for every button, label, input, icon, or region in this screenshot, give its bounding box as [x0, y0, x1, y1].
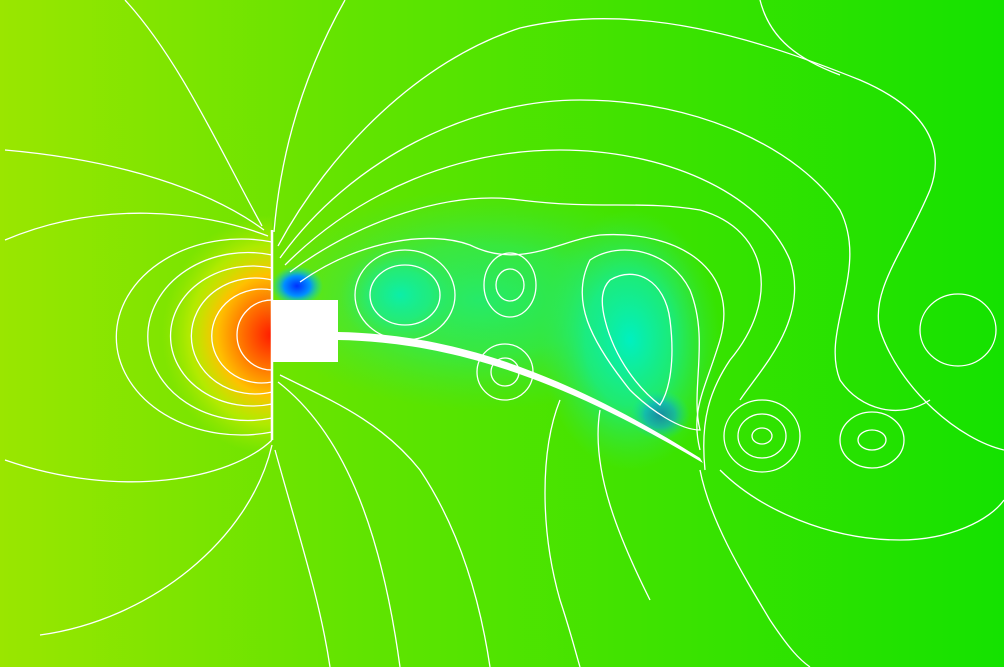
low-pressure-region — [260, 190, 720, 470]
bluff-body — [272, 300, 338, 362]
high-pressure-region — [162, 215, 272, 455]
contour-lines — [4, 0, 1004, 667]
